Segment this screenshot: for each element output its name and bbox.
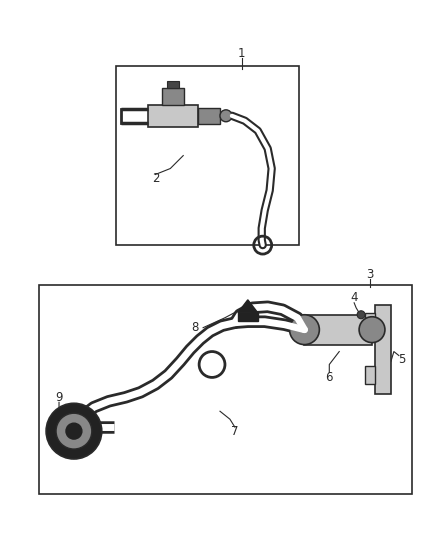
Bar — [238, 313, 258, 321]
Circle shape — [56, 413, 92, 449]
Circle shape — [359, 317, 385, 343]
Text: 7: 7 — [231, 425, 239, 438]
Circle shape — [220, 110, 232, 122]
Text: 3: 3 — [366, 269, 374, 281]
Bar — [148, 105, 198, 127]
Circle shape — [290, 315, 319, 345]
Text: 2: 2 — [152, 172, 159, 185]
Circle shape — [357, 311, 365, 319]
Bar — [198, 108, 220, 124]
Bar — [365, 313, 375, 330]
Bar — [375, 305, 391, 394]
Text: 9: 9 — [55, 391, 63, 404]
Bar — [162, 88, 184, 105]
Bar — [365, 367, 375, 384]
Circle shape — [46, 403, 102, 459]
Text: 8: 8 — [191, 321, 199, 334]
Text: 5: 5 — [398, 353, 406, 366]
Bar — [304, 315, 372, 345]
Text: 4: 4 — [350, 292, 358, 304]
Text: 1: 1 — [238, 46, 246, 60]
Polygon shape — [238, 300, 258, 313]
Text: 6: 6 — [325, 371, 333, 384]
Bar — [167, 81, 179, 88]
Bar — [39, 285, 412, 494]
Circle shape — [66, 423, 82, 439]
Bar — [116, 66, 300, 245]
